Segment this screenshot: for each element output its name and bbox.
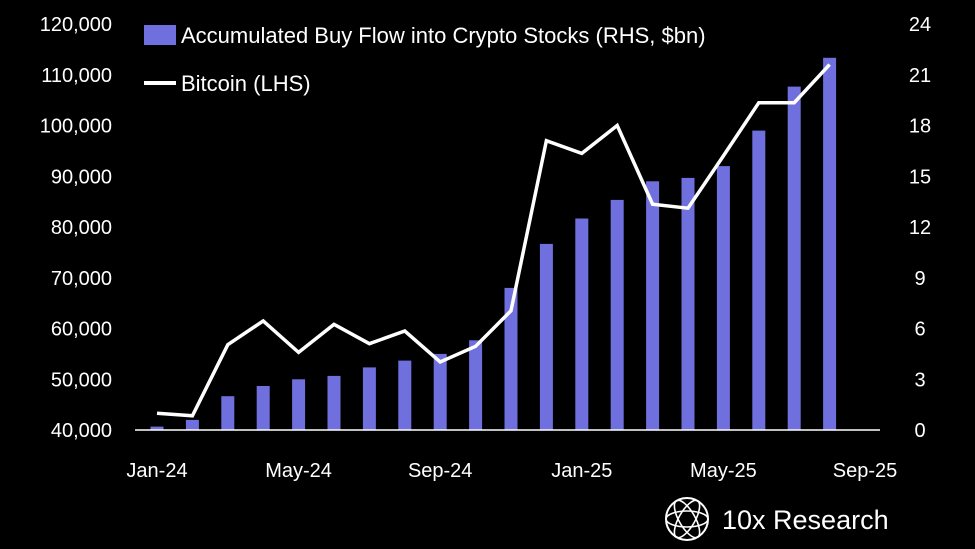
bar: [362, 367, 376, 430]
legend-bar-label: Accumulated Buy Flow into Crypto Stocks …: [181, 23, 706, 48]
x-tick-label: Jan-25: [551, 460, 612, 482]
x-tick-label: Jan-24: [126, 460, 187, 482]
bar: [221, 396, 235, 430]
left-tick-label: 110,000: [41, 65, 112, 87]
bitcoin-line: [156, 63, 831, 418]
right-tick-label: 18: [909, 116, 931, 138]
brand: 10x Research: [665, 497, 889, 541]
bar: [469, 340, 483, 430]
right-tick-label: 9: [914, 268, 925, 290]
right-axis-ticks: 0 3 6 9 12 15 18 21 24: [909, 14, 931, 442]
right-tick-label: 3: [914, 369, 925, 391]
brand-name: 10x Research: [722, 505, 889, 535]
line-layer: [156, 63, 831, 418]
globe-logo-icon: [665, 497, 709, 541]
left-tick-label: 100,000: [40, 116, 112, 138]
left-tick-label: 50,000: [51, 369, 112, 391]
right-tick-label: 21: [909, 65, 931, 87]
bars-layer: [150, 57, 837, 431]
left-tick-label: 80,000: [51, 217, 112, 239]
bar: [681, 177, 695, 430]
right-tick-label: 24: [909, 14, 931, 36]
bar: [256, 386, 270, 430]
left-tick-label: 60,000: [51, 319, 112, 341]
left-tick-label: 40,000: [51, 420, 112, 442]
bar: [398, 360, 412, 430]
x-tick-label: May-24: [265, 460, 332, 482]
bar: [433, 353, 447, 430]
x-tick-label: Sep-25: [833, 460, 898, 482]
right-tick-label: 12: [909, 217, 931, 239]
bar: [504, 287, 518, 430]
bar: [292, 379, 306, 431]
bar: [575, 218, 589, 430]
bar: [787, 86, 801, 430]
right-tick-label: 0: [914, 420, 925, 442]
left-tick-label: 90,000: [51, 166, 112, 188]
left-axis-ticks: 40,000 50,000 60,000 70,000 80,000 90,000 100,…: [40, 14, 112, 442]
bar: [150, 426, 164, 430]
right-tick-label: 15: [909, 166, 931, 188]
legend: Accumulated Buy Flow into Crypto Stocks …: [144, 23, 706, 96]
legend-line-label: Bitcoin (LHS): [181, 71, 311, 96]
left-tick-label: 120,000: [40, 14, 112, 36]
bar: [327, 375, 341, 430]
left-tick-label: 70,000: [51, 268, 112, 290]
legend-bar-swatch: [144, 25, 176, 45]
x-tick-label: May-25: [690, 460, 757, 482]
x-tick-label: Sep-24: [408, 460, 473, 482]
right-tick-label: 6: [914, 319, 925, 341]
bar: [185, 419, 199, 430]
bar: [752, 130, 766, 430]
bar: [716, 166, 730, 430]
bar: [610, 199, 624, 430]
bar: [823, 57, 837, 431]
bar: [539, 243, 553, 430]
bar: [646, 181, 660, 430]
x-axis-ticks: Jan-24 May-24 Sep-24 Jan-25 May-25 Sep-25: [126, 460, 897, 482]
